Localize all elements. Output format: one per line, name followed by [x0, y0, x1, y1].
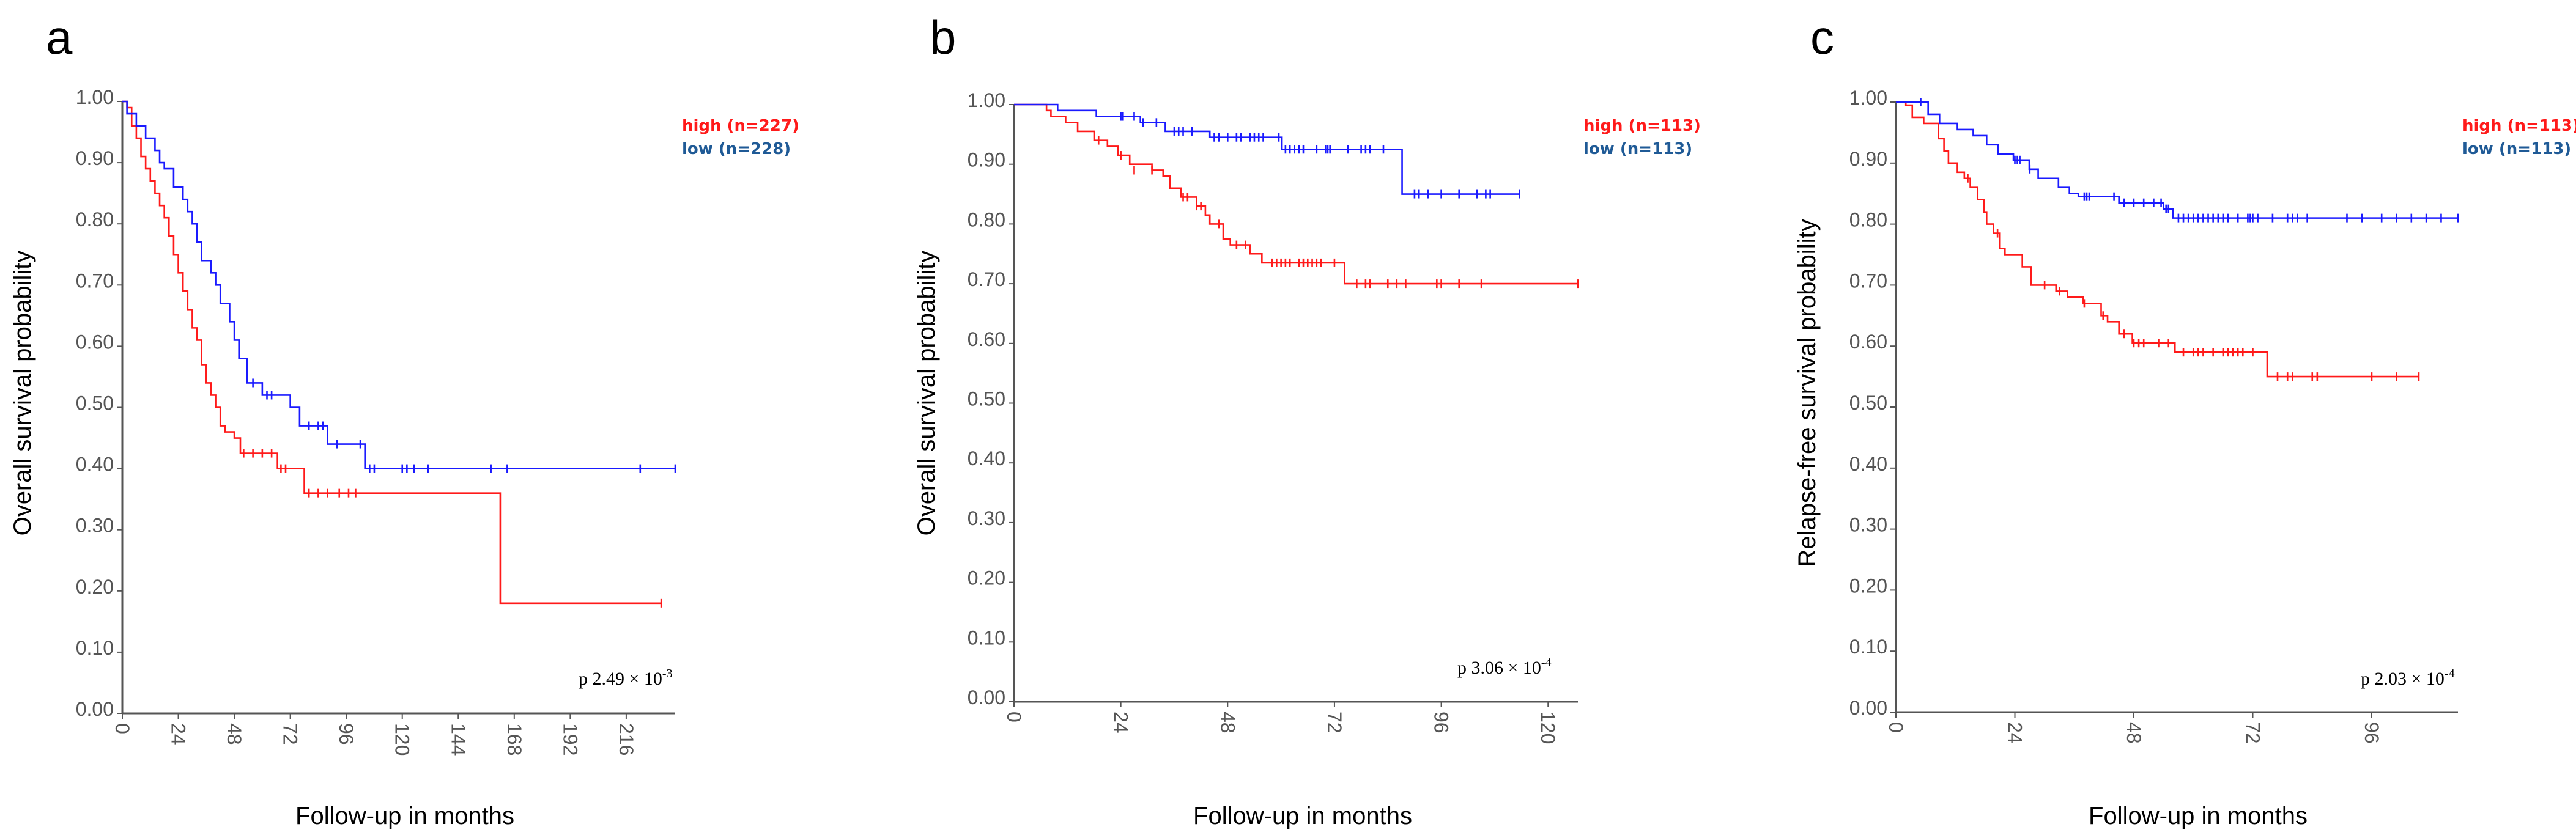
x-axis-title: Follow-up in months: [1193, 803, 1412, 829]
x-tick-label: 192: [559, 723, 581, 756]
survival-curve-low: [1014, 103, 1520, 195]
y-tick-label: 0.00: [968, 686, 1005, 708]
y-tick-label: 0.70: [1849, 270, 1887, 292]
y-tick-label: 0.90: [968, 149, 1005, 171]
legend-high: high (n=227): [682, 117, 799, 135]
y-tick-label: 0.00: [76, 698, 114, 720]
y-tick-label: 0.90: [1849, 148, 1887, 170]
y-tick-label: 0.00: [1849, 697, 1887, 719]
y-axis-title: Relapse-free survival probability: [1794, 219, 1821, 567]
panel-label: b: [930, 10, 956, 64]
y-tick-label: 1.00: [1849, 87, 1887, 109]
y-tick-label: 0.40: [76, 454, 114, 476]
p-value: p 2.03 × 10-4: [2361, 667, 2455, 689]
y-tick-label: 0.10: [76, 637, 114, 659]
survival-curve-low: [122, 100, 675, 469]
y-tick-label: 0.10: [968, 627, 1005, 649]
chart-panel-c: c 0.00 0.10 0.20 0.30 0.40 0.50 0.60 0.70 0.80 0.9…: [1794, 10, 2576, 829]
legend-low: low (n=228): [682, 140, 791, 158]
x-tick-label: 24: [168, 723, 190, 745]
legend-high: high (n=113): [1583, 117, 1701, 135]
y-tick-label: 0.90: [76, 147, 114, 169]
chart-panel-b: b 0.00 0.10 0.20 0.30 0.40 0.50 0.60 0.70 0.80 0.9…: [913, 10, 1701, 829]
p-value: p 2.49 × 10-3: [579, 667, 673, 689]
y-tick-label: 0.40: [968, 447, 1005, 469]
y-tick-label: 0.60: [1849, 331, 1887, 353]
x-tick-label: 144: [447, 723, 469, 756]
x-tick-label: 48: [1216, 712, 1238, 734]
x-axis-title: Follow-up in months: [2089, 803, 2308, 829]
y-tick-label: 0.40: [1849, 453, 1887, 475]
x-tick-label: 96: [335, 723, 357, 745]
p-value-text: p 3.06 × 10: [1457, 658, 1541, 678]
x-tick-label: 24: [2004, 722, 2026, 744]
x-tick-label: 0: [1885, 722, 1907, 733]
p-value-exponent: -4: [2445, 667, 2455, 680]
x-tick-label: 120: [391, 723, 413, 756]
y-tick-label: 0.80: [1849, 209, 1887, 231]
x-tick-label: 24: [1110, 712, 1132, 734]
x-tick-label: 168: [503, 723, 525, 756]
y-tick-label: 0.20: [968, 567, 1005, 589]
legend-high: high (n=113): [2462, 117, 2576, 135]
x-tick-label: 96: [2361, 722, 2383, 744]
x-tick-label: 216: [615, 723, 637, 756]
panel-label: a: [46, 10, 73, 64]
legend-low: low (n=113): [1583, 140, 1692, 158]
x-tick-label: 0: [1003, 712, 1025, 723]
y-tick-label: 0.10: [1849, 636, 1887, 658]
y-tick-label: 0.20: [1849, 575, 1887, 597]
p-value-text: p 2.03 × 10: [2361, 669, 2445, 689]
x-axis-title: Follow-up in months: [295, 803, 514, 829]
p-value-exponent: -3: [662, 667, 673, 680]
y-tick-label: 0.50: [1849, 392, 1887, 414]
y-tick-label: 1.00: [968, 89, 1005, 111]
y-tick-label: 1.00: [76, 86, 114, 108]
x-tick-label: 120: [1537, 712, 1559, 744]
survival-curve-low: [1896, 101, 2458, 219]
y-tick-label: 0.60: [76, 331, 114, 353]
y-tick-label: 0.70: [76, 270, 114, 292]
x-tick-label: 72: [1323, 712, 1345, 734]
p-value-text: p 2.49 × 10: [579, 669, 662, 689]
y-tick-label: 0.70: [968, 268, 1005, 290]
y-tick-label: 0.50: [76, 392, 114, 414]
survival-curve-high: [1896, 101, 2419, 378]
legend-low: low (n=113): [2462, 140, 2571, 158]
x-tick-label: 96: [1430, 712, 1453, 734]
survival-curve-high: [1014, 103, 1578, 285]
y-tick-label: 0.30: [968, 507, 1005, 529]
chart-panel-a: a 0.00 0.10 0.20 0.30 0.40 0.50 0.60 0.70 0.80 0.9…: [9, 10, 799, 829]
p-value-exponent: -4: [1541, 656, 1552, 669]
y-tick-label: 0.80: [968, 208, 1005, 230]
x-tick-label: 48: [223, 723, 245, 745]
x-tick-label: 72: [2241, 722, 2263, 744]
y-tick-label: 0.20: [76, 576, 114, 598]
x-tick-label: 0: [111, 723, 133, 734]
survival-curve-high: [122, 100, 662, 605]
x-tick-label: 48: [2123, 722, 2145, 744]
p-value: p 3.06 × 10-4: [1457, 656, 1552, 678]
y-tick-label: 0.80: [76, 208, 114, 230]
y-tick-label: 0.60: [968, 328, 1005, 350]
y-tick-label: 0.30: [76, 515, 114, 537]
y-axis-title: Overall survival probability: [9, 251, 36, 536]
y-axis-title: Overall survival probability: [913, 251, 940, 536]
y-tick-label: 0.50: [968, 388, 1005, 410]
x-tick-label: 72: [279, 723, 302, 745]
y-tick-label: 0.30: [1849, 514, 1887, 536]
panel-label: c: [1810, 10, 1834, 64]
